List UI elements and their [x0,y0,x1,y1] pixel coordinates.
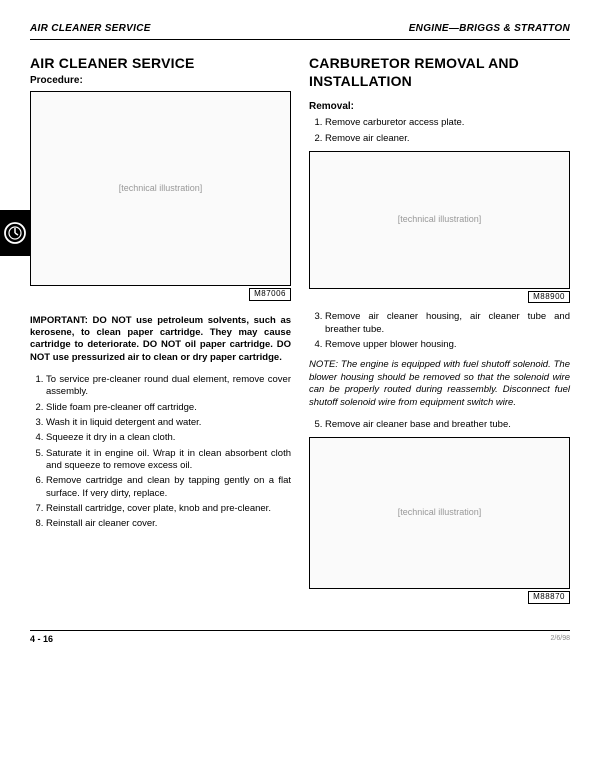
side-tab [0,210,30,256]
list-item: Remove air cleaner. [325,133,570,145]
figure-placeholder: [technical illustration] [119,183,203,195]
footer-page: 4 - 16 [30,634,53,646]
content-columns: AIR CLEANER SERVICE Procedure: [technica… [30,54,570,612]
list-item: Slide foam pre-cleaner off cartridge. [46,402,291,414]
figure-code-left: M87006 [249,288,291,300]
note-text: The engine is equipped with fuel shutoff… [309,359,570,407]
figure-placeholder: [technical illustration] [398,507,482,519]
right-steps-a: Remove carburetor access plate. Remove a… [309,117,570,145]
important-note: IMPORTANT: DO NOT use petroleum solvents… [30,315,291,364]
right-steps-c: Remove air cleaner base and breather tub… [309,419,570,431]
manual-page: AIR CLEANER SERVICE ENGINE—BRIGGS & STRA… [0,0,600,655]
left-steps: To service pre-cleaner round dual elemen… [30,374,291,531]
note-label: NOTE: [309,359,338,370]
list-item: Wash it in liquid detergent and water. [46,417,291,429]
footer-date: 2/6/98 [551,634,570,646]
figure-code-r2: M88870 [528,591,570,603]
procedure-label: Procedure: [30,74,291,87]
figure-carburetor-1: [technical illustration] [309,151,570,289]
figure-placeholder: [technical illustration] [398,214,482,226]
right-section-title: CARBURETOR REMOVAL AND INSTALLATION [309,54,570,90]
list-item: Remove air cleaner housing, air cleaner … [325,311,570,336]
figure-code-r1: M88900 [528,291,570,303]
header-right: ENGINE—BRIGGS & STRATTON [409,22,570,35]
list-item: Reinstall air cleaner cover. [46,518,291,530]
left-section-title: AIR CLEANER SERVICE [30,54,291,72]
list-item: Remove carburetor access plate. [325,117,570,129]
page-footer: 4 - 16 2/6/98 [30,630,570,646]
list-item: Remove cartridge and clean by tapping ge… [46,475,291,500]
engine-note: NOTE: The engine is equipped with fuel s… [309,359,570,408]
right-steps-b: Remove air cleaner housing, air cleaner … [309,311,570,351]
figure-carburetor-2: [technical illustration] [309,437,570,589]
left-column: AIR CLEANER SERVICE Procedure: [technica… [30,54,291,612]
list-item: Remove upper blower housing. [325,339,570,351]
clock-flask-icon [3,221,27,245]
list-item: To service pre-cleaner round dual elemen… [46,374,291,399]
header-left: AIR CLEANER SERVICE [30,22,151,35]
removal-label: Removal: [309,100,570,113]
list-item: Remove air cleaner base and breather tub… [325,419,570,431]
list-item: Squeeze it dry in a clean cloth. [46,432,291,444]
right-column: CARBURETOR REMOVAL AND INSTALLATION Remo… [309,54,570,612]
page-header: AIR CLEANER SERVICE ENGINE—BRIGGS & STRA… [30,22,570,40]
list-item: Saturate it in engine oil. Wrap it in cl… [46,448,291,473]
important-label: IMPORTANT: [30,315,88,326]
figure-air-cleaner: [technical illustration] [30,91,291,286]
list-item: Reinstall cartridge, cover plate, knob a… [46,503,291,515]
